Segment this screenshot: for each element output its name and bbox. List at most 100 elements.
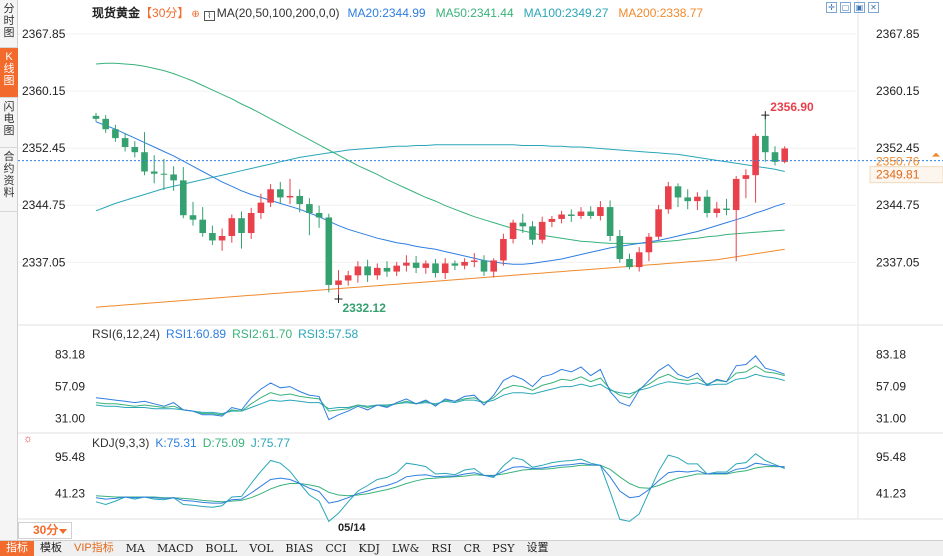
d-value: D:75.09 (202, 436, 245, 450)
toolbar-template[interactable]: 模板 (40, 542, 62, 554)
price-tick-right: 2352.45 (876, 141, 920, 155)
candle-down (199, 219, 206, 234)
tab-kline-chart[interactable]: K 线 图 (0, 48, 18, 98)
sun-icon[interactable]: ☼ (23, 433, 34, 445)
ma200-value: MA200:2338.77 (618, 6, 704, 20)
price-alert-icon (932, 152, 940, 157)
candle-up (732, 178, 740, 211)
j-value: J:75.77 (250, 436, 291, 450)
ma100-line (95, 144, 785, 212)
date-axis-label: 05/14 (338, 522, 366, 534)
k-line (95, 462, 785, 504)
candle-down (771, 152, 779, 162)
toolbar-cci[interactable]: CCI (325, 542, 347, 555)
toolbar-ma[interactable]: MA (125, 542, 145, 555)
toolbar-lw[interactable]: LW& (391, 542, 420, 555)
toolbar-boll[interactable]: BOLL (205, 542, 238, 555)
rsi2-line (95, 365, 785, 416)
d-line (95, 464, 785, 503)
period-selector[interactable]: 30分 (18, 522, 72, 539)
candle-down (432, 263, 439, 274)
candle-down (141, 152, 148, 172)
toolbar-kdj[interactable]: KDJ (358, 542, 380, 555)
ma100-value: MA100:2349.27 (523, 6, 609, 20)
price-tick-left: 2360.15 (22, 84, 66, 98)
candle-up (645, 236, 653, 253)
rsi1-line (95, 355, 785, 421)
rsi-header: RSI(6,12,24) RSI1:60.89 RSI2:61.70 RSI3:57.… (92, 327, 358, 341)
candle-up (752, 135, 759, 176)
candle-down (568, 214, 575, 216)
j-line (95, 453, 785, 523)
candle-down (684, 197, 691, 202)
close-icon[interactable]: ✕ (868, 2, 879, 13)
candle-up (247, 213, 255, 234)
move-icon[interactable]: ✛ (826, 2, 837, 13)
rsi2-value: RSI2:61.70 (232, 327, 293, 341)
price-tick-right: 2360.15 (876, 84, 920, 98)
candle-down (209, 233, 216, 241)
candle-up (374, 267, 381, 276)
price-tick-right: 2344.75 (876, 198, 920, 212)
tab-flash-chart[interactable]: 闪 电 图 (0, 98, 18, 148)
candle-down (150, 171, 158, 174)
toolbar-vip-indicators[interactable]: VIP指标 (74, 542, 114, 554)
toolbar-settings[interactable]: 设置 (526, 542, 549, 554)
candle-down (296, 195, 303, 205)
candle-down (189, 215, 197, 220)
k-value: K:75.31 (155, 436, 197, 450)
candle-up (403, 262, 410, 266)
ma20-line (95, 121, 785, 265)
tab-contract-info[interactable]: 合 约 资 料 (0, 148, 18, 212)
kdj-tick-left: 41.23 (55, 487, 85, 501)
candle-down (480, 260, 488, 272)
kdj-header: KDJ(9,3,3) K:75.31 D:75.09 J:75.77 (92, 436, 290, 450)
settings-icon[interactable]: ⊕ (191, 9, 200, 20)
candle-down (674, 186, 682, 198)
toolbar-vol[interactable]: VOL (249, 542, 274, 555)
candle-down (131, 147, 139, 153)
indicator-icon[interactable]: ⌇ (203, 11, 215, 21)
candle-up (335, 280, 342, 285)
period-selector-label: 30分 (33, 523, 59, 537)
toolbar-macd[interactable]: MACD (156, 542, 194, 555)
kline-chart-svg[interactable]: 2367.85 2367.85 2360.15 2360.15 2352.45 2352.… (18, 0, 943, 540)
candle-down (315, 213, 323, 218)
rsi-tick-right: 31.00 (876, 412, 906, 426)
rsi-label: RSI(6,12,24) (92, 327, 161, 341)
candle-down (306, 204, 313, 214)
candle-down (412, 262, 420, 268)
candle-down (383, 267, 391, 272)
chevron-down-icon (59, 529, 67, 534)
high-price-label: 2356.90 (770, 100, 814, 114)
candle-down (529, 226, 536, 240)
tab-time-chart[interactable]: 分 时 图 (0, 0, 18, 48)
toolbar-indicators[interactable]: 指标 (0, 541, 34, 556)
candle-down (170, 174, 177, 181)
candle-up (500, 238, 507, 261)
toolbar-cr[interactable]: CR (463, 542, 481, 555)
toolbar-rsi[interactable]: RSI (431, 542, 452, 555)
maximize-icon[interactable]: ▣ (854, 2, 865, 13)
restore-icon[interactable]: ▢ (840, 2, 851, 13)
candle-up (490, 260, 497, 272)
candle-down (92, 115, 100, 119)
price-tick-right: 2337.05 (876, 255, 920, 269)
candle-down (519, 222, 527, 227)
toolbar-bias[interactable]: BIAS (285, 542, 314, 555)
candle-down (364, 266, 371, 276)
candle-down (616, 235, 624, 259)
rsi1-value: RSI1:60.89 (166, 327, 227, 341)
rsi-tick-left: 83.18 (55, 347, 85, 361)
chart-area[interactable]: 2367.85 2367.85 2360.15 2360.15 2352.45 2352.… (18, 0, 943, 540)
ma-label: MA(20,50,100,200,0,0) (216, 6, 340, 20)
candle-down (277, 189, 284, 198)
rsi-tick-left: 57.09 (55, 380, 85, 394)
current-price-label: 2349.81 (876, 168, 920, 182)
candle-up (635, 252, 643, 268)
price-tick-left: 2367.85 (22, 27, 66, 41)
toolbar-psy[interactable]: PSY (492, 542, 515, 555)
candle-down (102, 118, 109, 130)
candle-up (471, 260, 478, 262)
rsi-tick-right: 83.18 (876, 347, 906, 361)
